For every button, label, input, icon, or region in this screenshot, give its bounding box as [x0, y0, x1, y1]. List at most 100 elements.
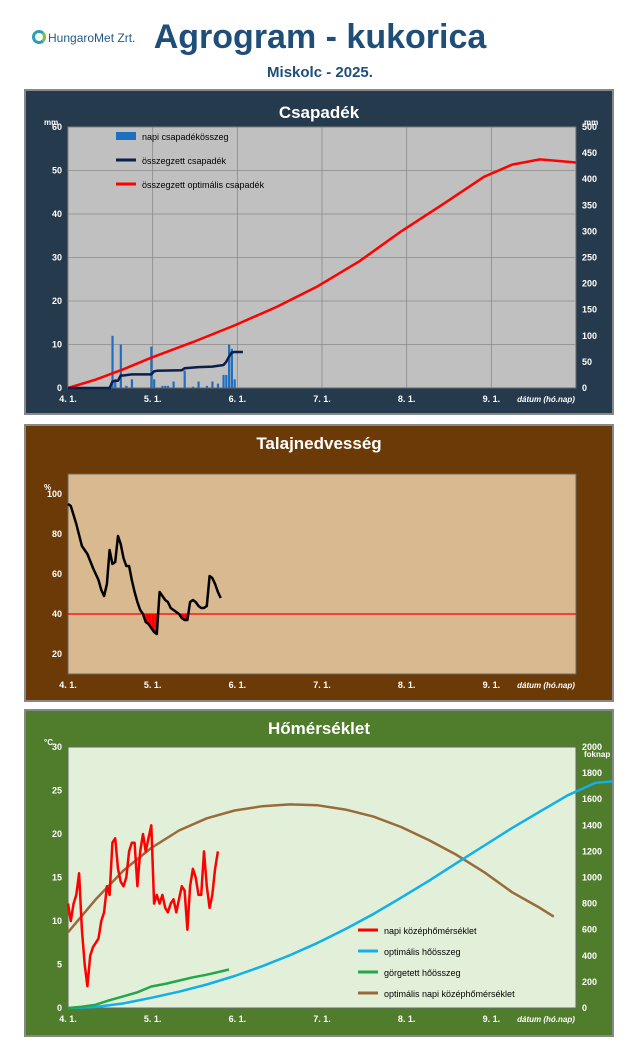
precip-bar — [172, 381, 175, 388]
page-title: Agrogram - kukorica — [153, 18, 487, 56]
precip-bar — [228, 344, 231, 388]
c2-y2-tick-label: 800 — [582, 899, 597, 909]
soil-moisture-panel: Talajnedvesség 20 40 60 80 100 4. 1. 5. 1. 6. 1… — [24, 424, 614, 702]
precip-bar — [111, 335, 114, 388]
temperature-title: Hőmérséklet — [267, 719, 371, 738]
precip-bar — [211, 381, 214, 388]
c2-y2-tick-label: 1600 — [582, 794, 602, 804]
c0-y2-tick-label: 400 — [582, 174, 597, 184]
c0-y-axis-label: mm — [44, 118, 58, 127]
precip-optimal-line — [67, 158, 577, 390]
legend-label-cumulative: összegzett csapadék — [142, 156, 227, 166]
c1-y-tick-label: 40 — [52, 609, 62, 619]
precip-bar — [230, 348, 233, 388]
c0-y2-tick-label: 150 — [582, 305, 597, 315]
c2-y2-tick-label: 1400 — [582, 820, 602, 830]
c2-y2-tick-label: 600 — [582, 925, 597, 935]
c2-plot-area — [67, 746, 577, 1009]
c1-y-axis-label: % — [44, 483, 51, 492]
c1-y-tick-label: 100 — [47, 489, 62, 499]
c2-y-tick-label: 5 — [57, 960, 62, 970]
c0-y2-axis-label: mm — [584, 118, 598, 127]
precip-bar — [183, 370, 186, 388]
c2-x-axis-label: dátum (hó.nap) — [517, 1015, 575, 1024]
c0-y-tick-label: 20 — [52, 296, 62, 306]
c0-y-tick-label: 10 — [52, 340, 62, 350]
c1-x-tick-label: 6. 1. — [229, 680, 247, 690]
temp-series-line-0 — [66, 824, 220, 988]
page-subtitle: Miskolc - 2025. — [267, 64, 373, 81]
c2-y-tick-label: 0 — [57, 1003, 62, 1013]
c2-x-tick-label: 9. 1. — [483, 1014, 501, 1024]
c1-x-tick-label: 8. 1. — [398, 680, 416, 690]
c0-y-tick-label: 40 — [52, 209, 62, 219]
c0-x-tick-label: 7. 1. — [313, 394, 331, 404]
precip-bar — [161, 385, 164, 388]
c2-x-tick-label: 6. 1. — [229, 1014, 247, 1024]
precip-bar — [222, 374, 225, 388]
c2-x-tick-label: 8. 1. — [398, 1014, 416, 1024]
temp-series-line-1 — [67, 780, 612, 1010]
precip-bar — [153, 379, 156, 388]
c0-x-tick-label: 9. 1. — [483, 394, 501, 404]
precip-bar — [150, 346, 153, 388]
logo-icon — [32, 30, 46, 44]
logo-text: HungaroMet Zrt. — [48, 31, 136, 45]
c2-y-tick-label: 30 — [52, 742, 62, 752]
c2-y2-tick-label: 1800 — [582, 768, 602, 778]
c1-y-tick-label: 60 — [52, 569, 62, 579]
c1-y-tick-label: 80 — [52, 529, 62, 539]
c2-y2-tick-label: 2000 — [582, 742, 602, 752]
c0-x-axis-label: dátum (hó.nap) — [517, 395, 575, 404]
precip-bar — [166, 385, 170, 388]
c1-x-tick-label: 4. 1. — [59, 680, 77, 690]
c0-y2-tick-label: 250 — [582, 253, 597, 263]
c2-x-tick-label: 7. 1. — [313, 1014, 331, 1024]
precip-bar — [225, 374, 228, 388]
c2-y2-tick-label: 0 — [582, 1003, 587, 1013]
c1-plot-area — [67, 473, 577, 675]
c2-y-tick-label: 25 — [52, 786, 62, 796]
c0-y2-tick-label: 0 — [582, 383, 587, 393]
temperature-panel: Hőmérséklet 0 5 10 15 20 25 30 0 200 400 600 800 100… — [24, 709, 614, 1037]
c0-y-tick-label: 30 — [52, 253, 62, 263]
soil-moisture-chart: 20 40 60 80 100 4. 1. 5. 1. 6. 1. 7. 1. 8. 1. 9. 1… — [44, 473, 577, 690]
c0-y2-tick-label: 350 — [582, 200, 597, 210]
c1-x-tick-label: 5. 1. — [144, 680, 162, 690]
c2-y-tick-label: 20 — [52, 829, 62, 839]
c0-y-tick-label: 0 — [57, 383, 62, 393]
precip-bar — [233, 379, 236, 388]
c0-x-tick-label: 5. 1. — [144, 394, 162, 404]
precip-bar — [164, 385, 167, 388]
legend-swatch-daily — [116, 132, 136, 140]
c0-x-tick-label: 8. 1. — [398, 394, 416, 404]
c1-x-tick-label: 9. 1. — [483, 680, 501, 690]
c0-y2-tick-label: 200 — [582, 279, 597, 289]
c2-y2-tick-label: 1000 — [582, 873, 602, 883]
c2-y-tick-label: 15 — [52, 873, 62, 883]
soil-moisture-title: Talajnedvesség — [256, 434, 382, 453]
c0-x-tick-label: 6. 1. — [229, 394, 247, 404]
moisture-line — [67, 502, 222, 636]
c2-y2-tick-label: 400 — [582, 951, 597, 961]
c0-y2-tick-label: 500 — [582, 122, 597, 132]
precipitation-title: Csapadék — [278, 103, 360, 122]
precip-bar — [216, 383, 220, 388]
c2-x-tick-label: 5. 1. — [144, 1014, 162, 1024]
c1-y-tick-label: 20 — [52, 649, 62, 659]
temp-legend-label-2: görgetett hőösszeg — [384, 968, 461, 978]
c0-y2-tick-label: 50 — [582, 357, 592, 367]
temp-legend-label-0: napi középhőmérséklet — [384, 926, 477, 936]
temp-series-line-2 — [67, 968, 230, 1010]
precip-bar — [130, 379, 134, 388]
precipitation-chart: 0 10 20 30 40 50 60 0 50 100 150 200 250 300 350 400 450… — [44, 118, 598, 404]
legend-label-daily: napi csapadékösszeg — [142, 132, 229, 142]
c1-x-axis-label: dátum (hó.nap) — [517, 681, 575, 690]
c0-x-tick-label: 4. 1. — [59, 394, 77, 404]
c2-y-axis-label: °C — [44, 738, 53, 747]
c0-y-tick-label: 60 — [52, 122, 62, 132]
precip-bar — [125, 385, 128, 388]
temp-legend-label-3: optimális napi középhőmérséklet — [384, 989, 515, 999]
precip-bar — [205, 385, 208, 388]
logo: HungaroMet Zrt. — [32, 30, 135, 45]
